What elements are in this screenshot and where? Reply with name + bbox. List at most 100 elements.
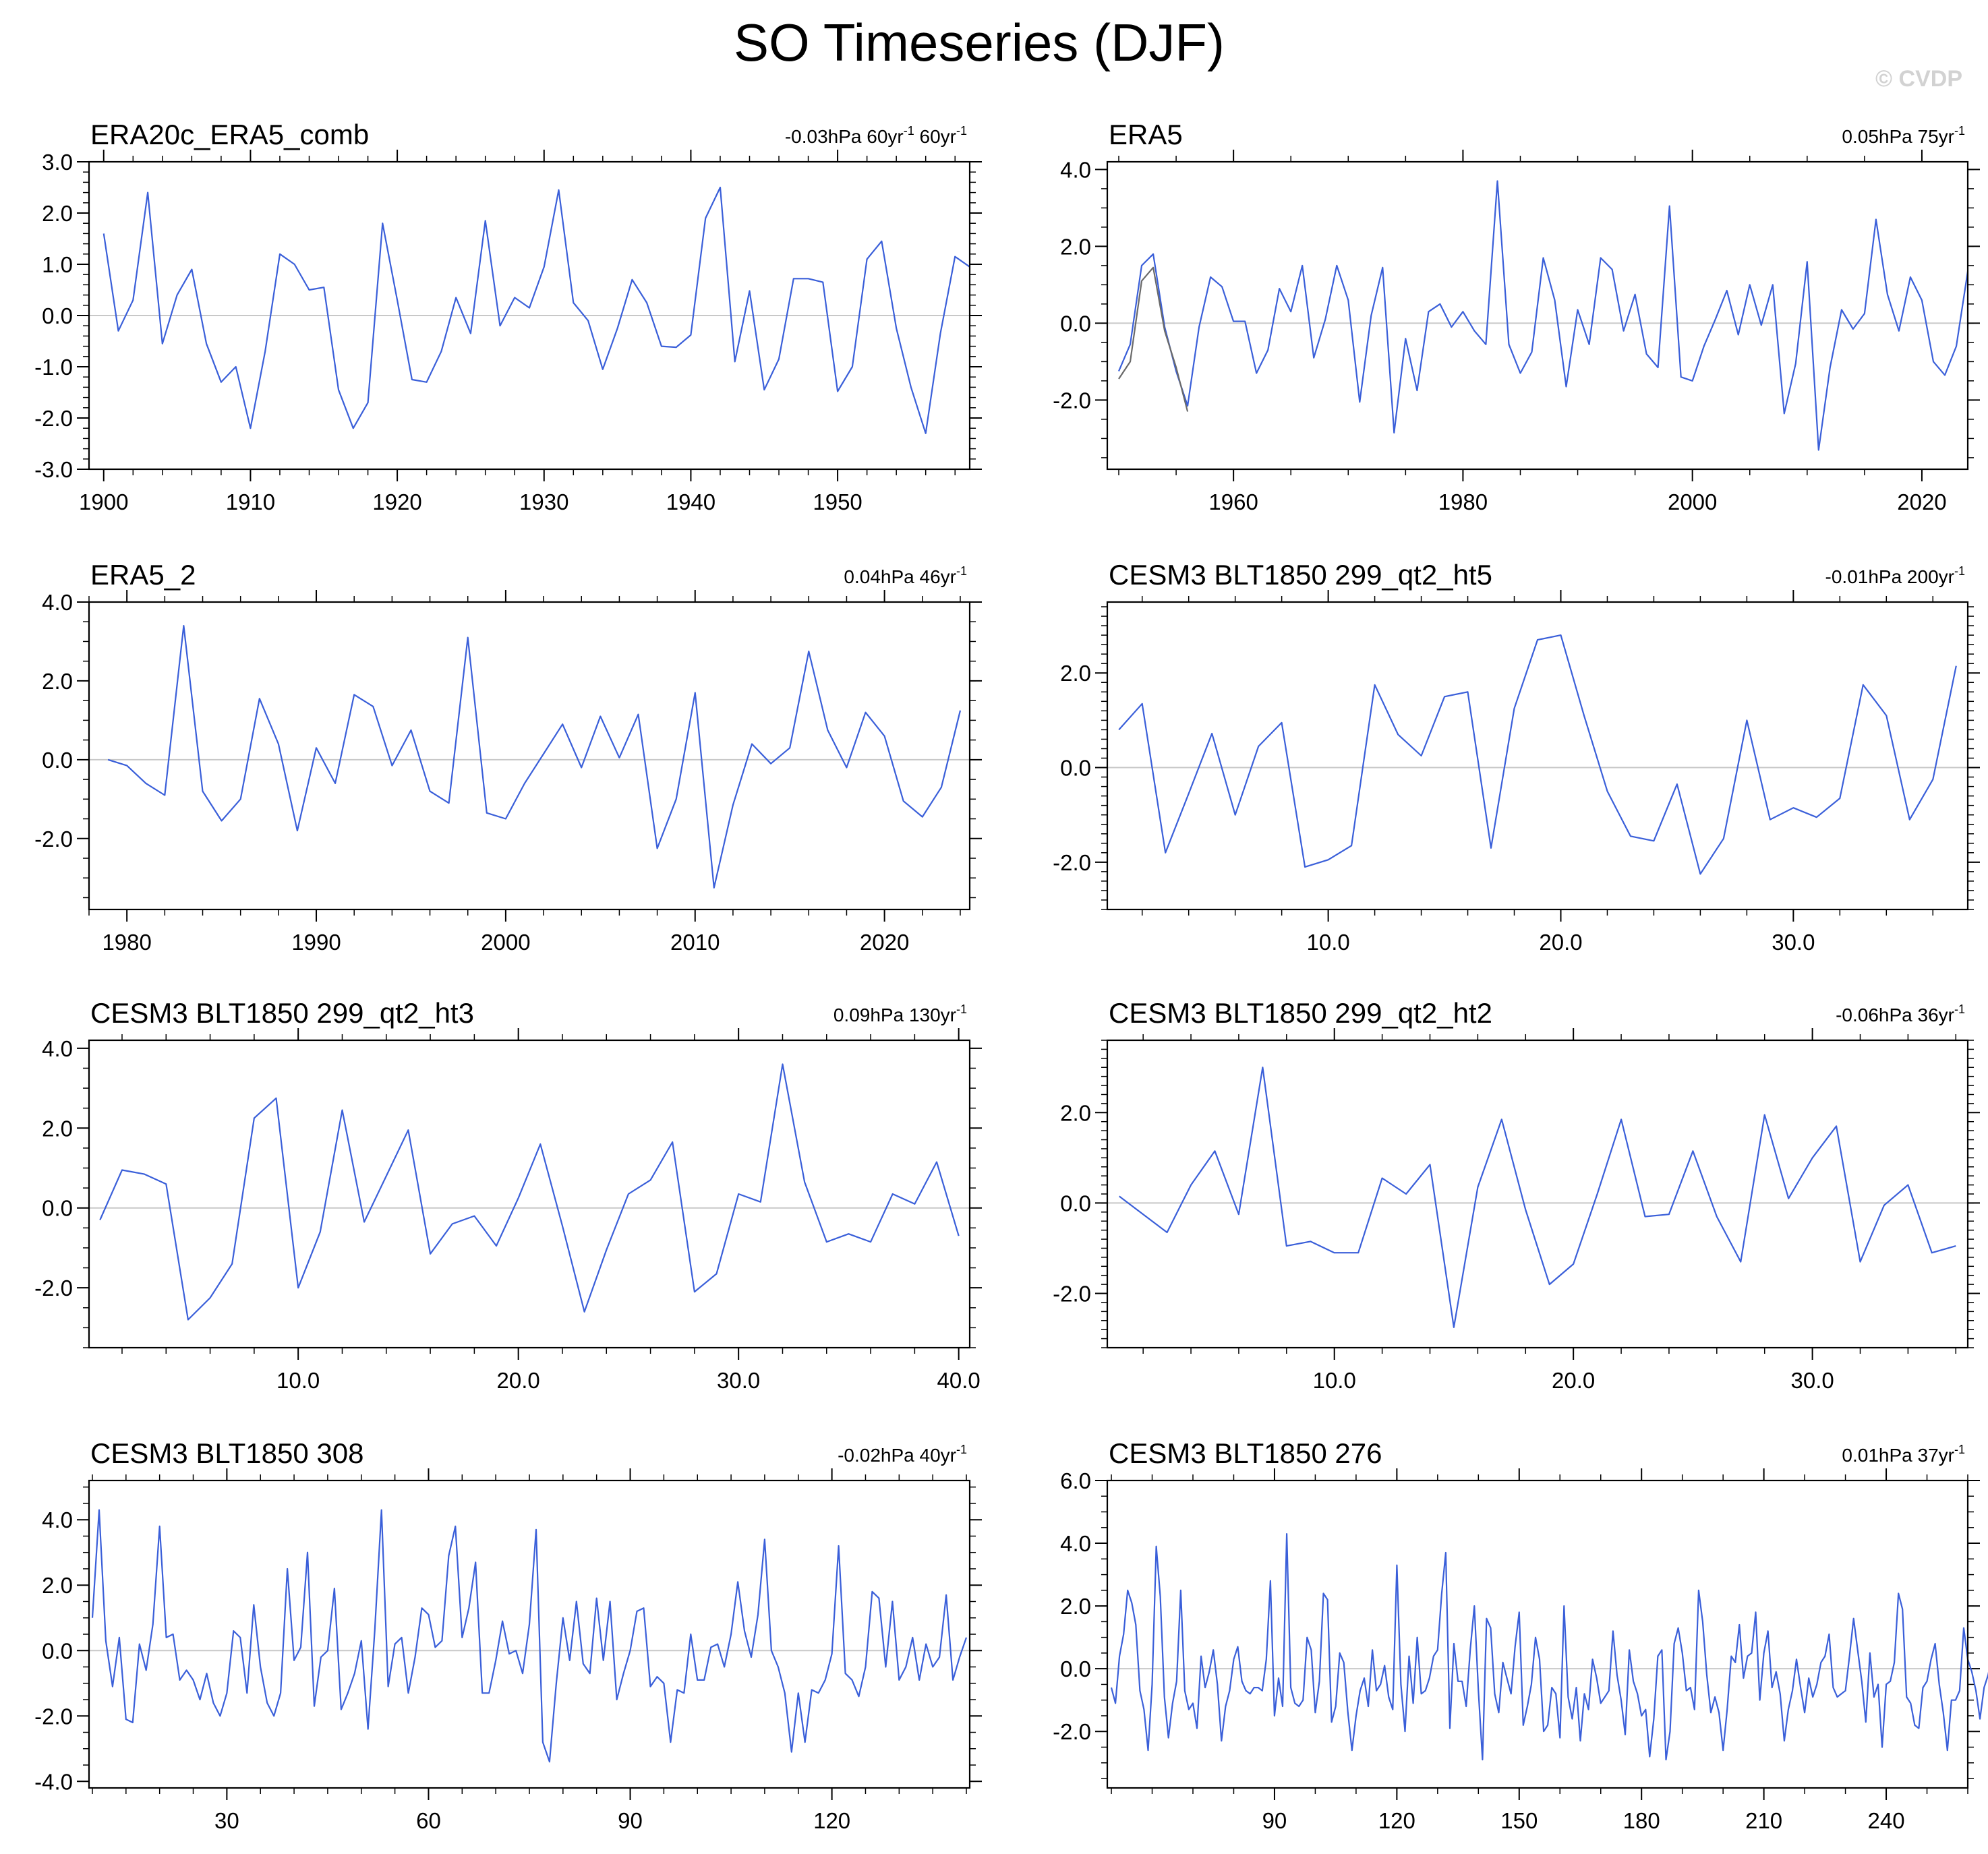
trend-exponent: -1 [904, 124, 914, 138]
plot-frame [1106, 1479, 1969, 1789]
panel-title: CESM3 BLT1850 276 [1109, 1437, 1382, 1469]
x-tick-label: 240 [1868, 1808, 1905, 1833]
x-tick-label: 1900 [79, 489, 128, 514]
x-tick-label: 2010 [670, 930, 720, 955]
panel-title: CESM3 BLT1850 308 [90, 1437, 363, 1469]
panel-title: CESM3 BLT1850 299_qt2_ht2 [1109, 997, 1492, 1029]
y-tick-label: 2.0 [42, 201, 73, 226]
x-tick-label: 90 [618, 1808, 643, 1833]
y-tick-label: 2.0 [42, 1573, 73, 1598]
series-line-main [91, 1509, 968, 1763]
y-tick-label: 3.0 [42, 150, 73, 175]
x-tick-label: 210 [1745, 1808, 1782, 1833]
plot-frame [88, 160, 971, 471]
x-tick-label: 1920 [372, 489, 421, 514]
trend-value: 0.01hPa 37yr [1842, 1445, 1954, 1466]
plot-frame [1106, 1039, 1969, 1349]
series-line-main [103, 186, 970, 434]
x-tick-label: 1990 [291, 930, 341, 955]
y-tick-label: -2.0 [34, 406, 73, 431]
x-tick-label: 1930 [519, 489, 568, 514]
panel-trend-stat: -0.01hPa 200yr-1 [1825, 564, 1965, 587]
x-tick-label: 30.0 [1790, 1368, 1834, 1393]
y-tick-label: 2.0 [1060, 1100, 1091, 1125]
x-tick-label: 1940 [666, 489, 715, 514]
y-tick-label: 0.0 [1060, 1191, 1091, 1216]
trend-value: 0.09hPa 130yr [834, 1005, 956, 1025]
x-tick-label: 1950 [813, 489, 862, 514]
y-tick-label: 0.0 [42, 1638, 73, 1663]
panel-trend-stat: -0.03hPa 60yr-1 60yr-1 [785, 124, 967, 147]
y-tick-label: 0.0 [1060, 1656, 1091, 1681]
series-line-main [99, 1063, 960, 1321]
y-tick-label: 2.0 [1060, 661, 1091, 686]
panel-trend-stat: -0.06hPa 36yr-1 [1836, 1003, 1965, 1025]
x-tick-label: 180 [1623, 1808, 1660, 1833]
y-tick-label: 1.0 [42, 252, 73, 277]
x-tick-label: 120 [1378, 1808, 1415, 1833]
x-tick-label: 20.0 [1539, 930, 1582, 955]
x-tick-label: 30.0 [1772, 930, 1815, 955]
trend-exponent: -1 [1954, 1003, 1965, 1016]
x-tick-label: 120 [813, 1808, 850, 1833]
trend-exponent-2: -1 [956, 124, 967, 138]
y-tick-label: 0.0 [42, 748, 73, 773]
chart-panel-6: CESM3 BLT1850 299_qt2_ht2 -0.06hPa 36yr-1… [1053, 997, 1980, 1393]
y-tick-label: -2.0 [1053, 1719, 1091, 1744]
panel-trend-stat: 0.09hPa 130yr-1 [834, 1003, 967, 1025]
plot-frame [1106, 160, 1969, 471]
x-tick-label: 150 [1500, 1808, 1538, 1833]
x-tick-label: 60 [416, 1808, 441, 1833]
trend-value: 0.05hPa 75yr [1842, 126, 1954, 147]
x-tick-label: 2000 [1668, 489, 1717, 514]
y-tick-label: -2.0 [1053, 388, 1091, 413]
trend-exponent: -1 [956, 1443, 967, 1456]
chart-panel-8: CESM3 BLT1850 276 0.01hPa 37yr-1 -2.0 0.0 2.… [1053, 1437, 1988, 1833]
x-tick-label: 10.0 [1307, 930, 1350, 955]
y-tick-label: -3.0 [34, 457, 73, 482]
y-tick-label: 2.0 [1060, 1594, 1091, 1619]
chart-panel-3: ERA5_2 0.04hPa 46yr-1 -2.0 0.0 2.0 4.0 1980 199… [34, 559, 982, 955]
series-line-main [1110, 1533, 1988, 1761]
x-tick-label: 1980 [1438, 489, 1488, 514]
x-tick-label: 2020 [1897, 489, 1946, 514]
trend-value: -0.01hPa 200yr [1825, 566, 1954, 587]
chart-panel-2: ERA5 0.05hPa 75yr-1 -2.0 0.0 2.0 4.0 1960 1980 2… [1053, 119, 1980, 514]
y-tick-label: -2.0 [1053, 1282, 1091, 1307]
x-tick-label: 40.0 [937, 1368, 981, 1393]
chart-panel-1: ERA20c_ERA5_comb -0.03hPa 60yr-1 60yr-1-3… [34, 119, 982, 514]
trend-exponent: -1 [956, 1003, 967, 1016]
x-tick-label: 1980 [102, 930, 151, 955]
chart-panel-4: CESM3 BLT1850 299_qt2_ht5 -0.01hPa 200yr-… [1053, 559, 1980, 955]
y-tick-label: 4.0 [42, 590, 73, 615]
y-tick-label: -2.0 [34, 1704, 73, 1729]
trend-value: -0.03hPa 60yr [785, 126, 904, 147]
series-line-overlay [1118, 266, 1189, 412]
panel-title: ERA5_2 [90, 559, 196, 591]
trend-value: -0.02hPa 40yr [838, 1445, 956, 1466]
series-line-main [1118, 634, 1957, 875]
trend-exponent: -1 [1954, 124, 1965, 138]
y-tick-label: 4.0 [1060, 157, 1091, 182]
plot-frame [88, 601, 971, 911]
chart-panel-5: CESM3 BLT1850 299_qt2_ht3 0.09hPa 130yr-1… [34, 997, 982, 1393]
x-tick-label: 20.0 [1552, 1368, 1595, 1393]
series-line-main [107, 624, 962, 889]
panel-title: CESM3 BLT1850 299_qt2_ht3 [90, 997, 474, 1029]
y-tick-label: 4.0 [1060, 1531, 1091, 1556]
y-tick-label: 6.0 [1060, 1468, 1091, 1493]
panel-trend-stat: -0.02hPa 40yr-1 [838, 1443, 967, 1466]
panel-title: ERA20c_ERA5_comb [90, 119, 369, 150]
y-tick-label: -2.0 [1053, 850, 1091, 875]
x-tick-label: 30 [214, 1808, 239, 1833]
x-tick-label: 10.0 [276, 1368, 320, 1393]
y-tick-label: 2.0 [42, 669, 73, 694]
y-tick-label: 4.0 [42, 1036, 73, 1061]
panel-trend-stat: 0.05hPa 75yr-1 [1842, 124, 1965, 147]
series-line-main [1117, 180, 1969, 451]
x-tick-label: 2020 [860, 930, 909, 955]
y-tick-label: 0.0 [1060, 311, 1091, 336]
trend-value-2: 60yr [914, 126, 956, 147]
y-tick-label: 4.0 [42, 1507, 73, 1532]
